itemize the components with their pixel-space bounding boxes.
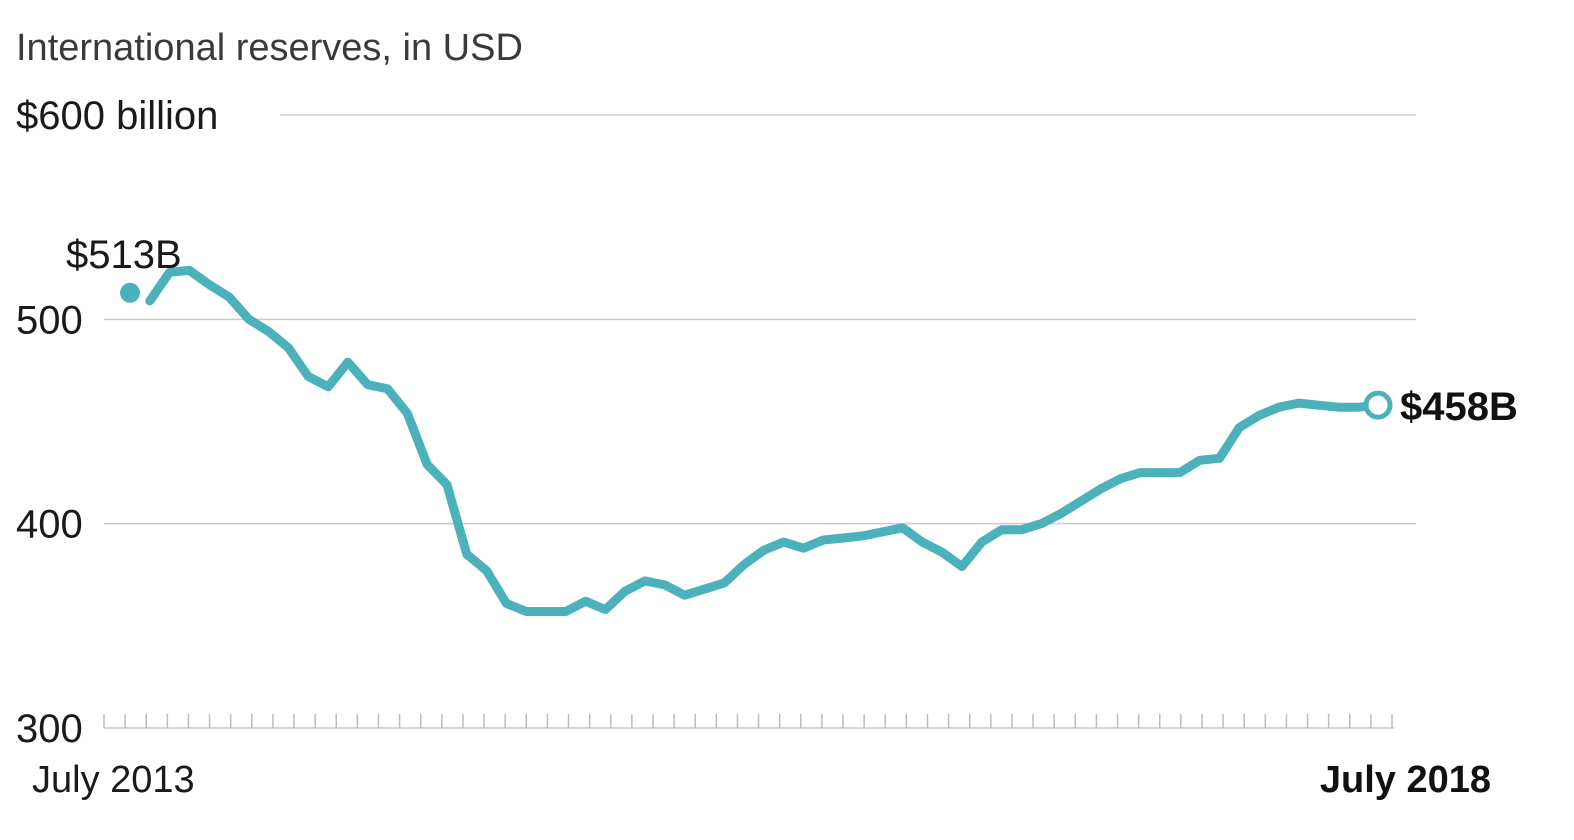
chart-title: International reserves, in USD [16,27,523,69]
y-tick-label: 300 [16,707,83,751]
y-tick-label: 500 [16,298,83,342]
end-value-label: $458B [1400,385,1518,429]
series-line [145,265,1383,616]
start-point-marker [120,282,140,303]
annotations: $513B $458B [66,233,1518,429]
start-value-label: $513B [66,233,182,277]
x-end-label: July 2018 [1320,759,1491,801]
y-tick-label: 400 [16,503,83,547]
series-line-layer [145,265,1383,616]
x-axis [103,714,1394,729]
y-axis-tick-labels: $600 billion 500 400 300 [16,94,218,751]
gridlines [104,114,1416,525]
end-point-marker [1363,390,1393,420]
x-start-label: July 2013 [32,759,195,801]
y-tick-label: $600 billion [16,94,218,138]
